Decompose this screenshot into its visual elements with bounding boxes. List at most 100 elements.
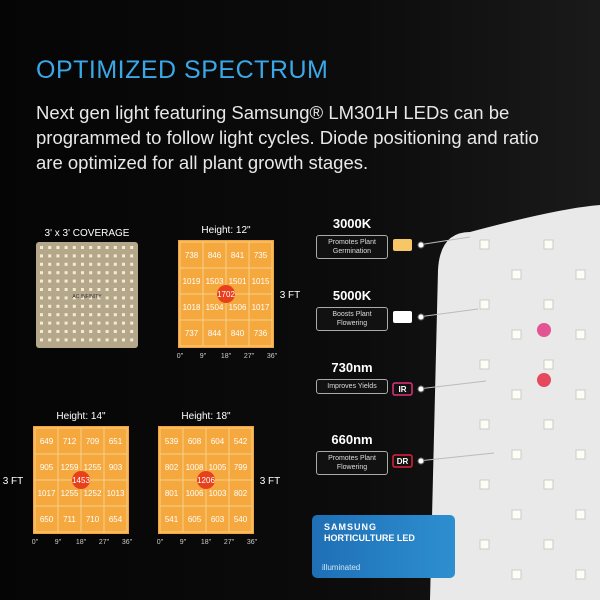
led-dot	[64, 330, 68, 333]
led-dot	[130, 313, 134, 317]
map-cell	[103, 505, 128, 533]
x-label: 27"	[224, 539, 235, 546]
led-dot	[130, 304, 134, 308]
spectrum-desc: Improves Yields	[316, 379, 388, 394]
led-dot	[40, 246, 43, 249]
led-dot	[97, 321, 101, 325]
side-label: 3 FT	[3, 476, 24, 487]
led-dot	[72, 288, 76, 291]
map-value: 1259	[61, 463, 79, 472]
x-label: 9"	[200, 353, 207, 360]
center-dot	[72, 471, 90, 489]
led-dot	[130, 246, 134, 249]
connector	[417, 308, 479, 318]
x-label: 9"	[180, 539, 187, 546]
center-value: 1453	[72, 476, 90, 485]
panel-led	[543, 479, 554, 490]
badge-tag: illuminated	[322, 563, 361, 572]
led-dot	[48, 296, 52, 300]
panel-led	[511, 509, 522, 520]
led-dot	[64, 321, 68, 325]
led-dot	[40, 296, 43, 300]
map-value: 1005	[209, 463, 227, 472]
panel-led	[543, 359, 554, 370]
map-value: 801	[165, 489, 179, 498]
map-value: 903	[109, 463, 123, 472]
led-dot	[105, 321, 109, 325]
map-value: 1018	[183, 303, 201, 312]
led-dot	[122, 321, 125, 325]
led-dot	[122, 246, 125, 249]
led-dot	[105, 246, 109, 249]
led-dot	[40, 279, 43, 283]
led-dot	[40, 288, 43, 291]
x-label: 18"	[221, 353, 232, 360]
map-value: 711	[63, 515, 76, 524]
led-dot	[105, 338, 109, 342]
led-dot	[72, 313, 76, 317]
led-dot	[97, 330, 101, 333]
panel-led	[543, 299, 554, 310]
samsung-badge: SAMSUNG HORTICULTURE LED illuminated	[312, 515, 455, 578]
center-dot	[217, 285, 235, 303]
led-dot	[72, 271, 76, 275]
led-dot	[89, 262, 93, 266]
spectrum-name: 730nm	[331, 360, 373, 375]
map-value: 1017	[38, 489, 56, 498]
x-label: 36"	[122, 539, 133, 546]
swatch-tag: DR	[397, 457, 409, 466]
led-dot	[105, 288, 109, 291]
panel-led	[511, 269, 522, 280]
spectrum-item: 730nm Improves Yields	[316, 360, 388, 394]
led-dot	[130, 296, 134, 300]
led-dot	[113, 288, 117, 291]
led-dot	[81, 254, 84, 258]
led-dot	[105, 271, 109, 275]
led-dot	[48, 271, 52, 275]
led-dot	[48, 246, 52, 249]
connector	[417, 380, 487, 390]
panel-led	[575, 449, 586, 460]
map-value: 539	[165, 437, 179, 446]
led-dot	[105, 296, 109, 300]
led-dot	[48, 288, 52, 291]
led-dot	[89, 338, 93, 342]
led-dot	[48, 313, 52, 317]
led-dot	[81, 271, 84, 275]
led-dot	[56, 296, 60, 300]
spectrum-desc: Boosts Plant Flowering	[316, 307, 388, 331]
x-label: 36"	[247, 539, 258, 546]
map-value: 1506	[229, 303, 247, 312]
led-dot	[56, 279, 60, 283]
led-dot	[122, 304, 125, 308]
led-dot	[89, 288, 93, 291]
coverage-image	[36, 242, 138, 348]
led-dot	[48, 279, 52, 283]
map-cell	[228, 505, 253, 533]
map-value: 1008	[186, 463, 204, 472]
map-value: 802	[234, 489, 248, 498]
map-value: 1503	[206, 277, 224, 286]
led-dot	[97, 304, 101, 308]
led-dot	[64, 254, 68, 258]
map-value: 1504	[206, 303, 224, 312]
coverage-label: 3' x 3' COVERAGE	[45, 228, 130, 239]
led-dot	[64, 271, 68, 275]
led-dot	[40, 313, 43, 317]
led-dot	[40, 330, 43, 333]
led-dot	[113, 321, 117, 325]
led-dot	[72, 296, 76, 300]
led-dot	[130, 338, 134, 342]
led-dot	[97, 296, 101, 300]
panel-led	[479, 359, 490, 370]
x-label: 0"	[177, 353, 184, 360]
panel-led	[479, 299, 490, 310]
led-dot	[48, 321, 52, 325]
swatch	[392, 454, 413, 468]
panel-led	[511, 389, 522, 400]
badge-line: HORTICULTURE LED	[324, 533, 415, 543]
title: OPTIMIZED SPECTRUM	[36, 56, 329, 84]
map-height: Height: 14"	[56, 411, 106, 422]
panel-led	[575, 509, 586, 520]
led-dot	[89, 330, 93, 333]
